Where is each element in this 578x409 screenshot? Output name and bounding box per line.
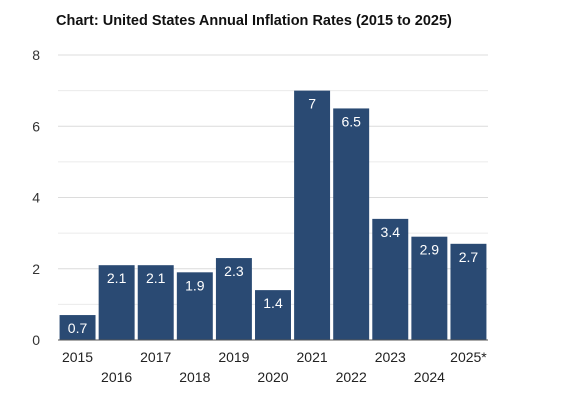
data-label: 2.7 (459, 249, 479, 265)
y-axis-ticks: 0 2 4 6 8 (32, 47, 40, 348)
bar (137, 265, 174, 340)
bar (372, 218, 409, 340)
data-label: 2.1 (146, 270, 166, 286)
y-tick-label: 2 (32, 261, 40, 277)
data-label: 3.4 (381, 224, 401, 240)
data-label: 0.7 (68, 320, 88, 336)
bar (255, 290, 291, 340)
bar (176, 272, 213, 340)
y-tick-label: 0 (32, 332, 40, 348)
bar (450, 243, 487, 340)
data-label: 2.1 (107, 270, 127, 286)
x-tick-label: 2021 (297, 349, 328, 365)
x-tick-label: 2018 (179, 369, 210, 385)
data-label: 2.3 (224, 263, 244, 279)
bar (59, 315, 96, 340)
x-tick-label: 2025* (450, 349, 487, 365)
bar (215, 258, 252, 340)
x-tick-label: 2024 (414, 369, 445, 385)
bar (294, 90, 331, 340)
x-tick-label: 2017 (140, 349, 171, 365)
bars (59, 90, 487, 340)
x-axis-ticks: 2015 2016 2017 2018 2019 2020 2021 2022 2023 2024… (62, 349, 487, 385)
x-tick-label: 2016 (101, 369, 132, 385)
y-tick-label: 8 (32, 47, 40, 63)
data-label: 1.4 (263, 295, 283, 311)
x-tick-label: 2023 (375, 349, 406, 365)
data-label: 7 (308, 96, 316, 112)
data-labels: 0.7 2.1 2.1 1.9 2.3 1.4 7 6.5 3.4 2.9 2.7 (68, 96, 479, 336)
y-tick-label: 4 (32, 190, 40, 206)
bar (333, 108, 370, 340)
bar (98, 265, 135, 340)
bar (411, 236, 448, 340)
x-tick-label: 2022 (336, 369, 367, 385)
x-tick-label: 2019 (218, 349, 249, 365)
data-label: 6.5 (341, 113, 361, 129)
chart-title: Chart: United States Annual Inflation Ra… (56, 13, 452, 29)
data-label: 1.9 (185, 277, 205, 293)
x-tick-label: 2015 (62, 349, 93, 365)
x-tick-label: 2020 (257, 369, 288, 385)
data-label: 2.9 (420, 242, 440, 258)
y-tick-label: 6 (32, 118, 40, 134)
